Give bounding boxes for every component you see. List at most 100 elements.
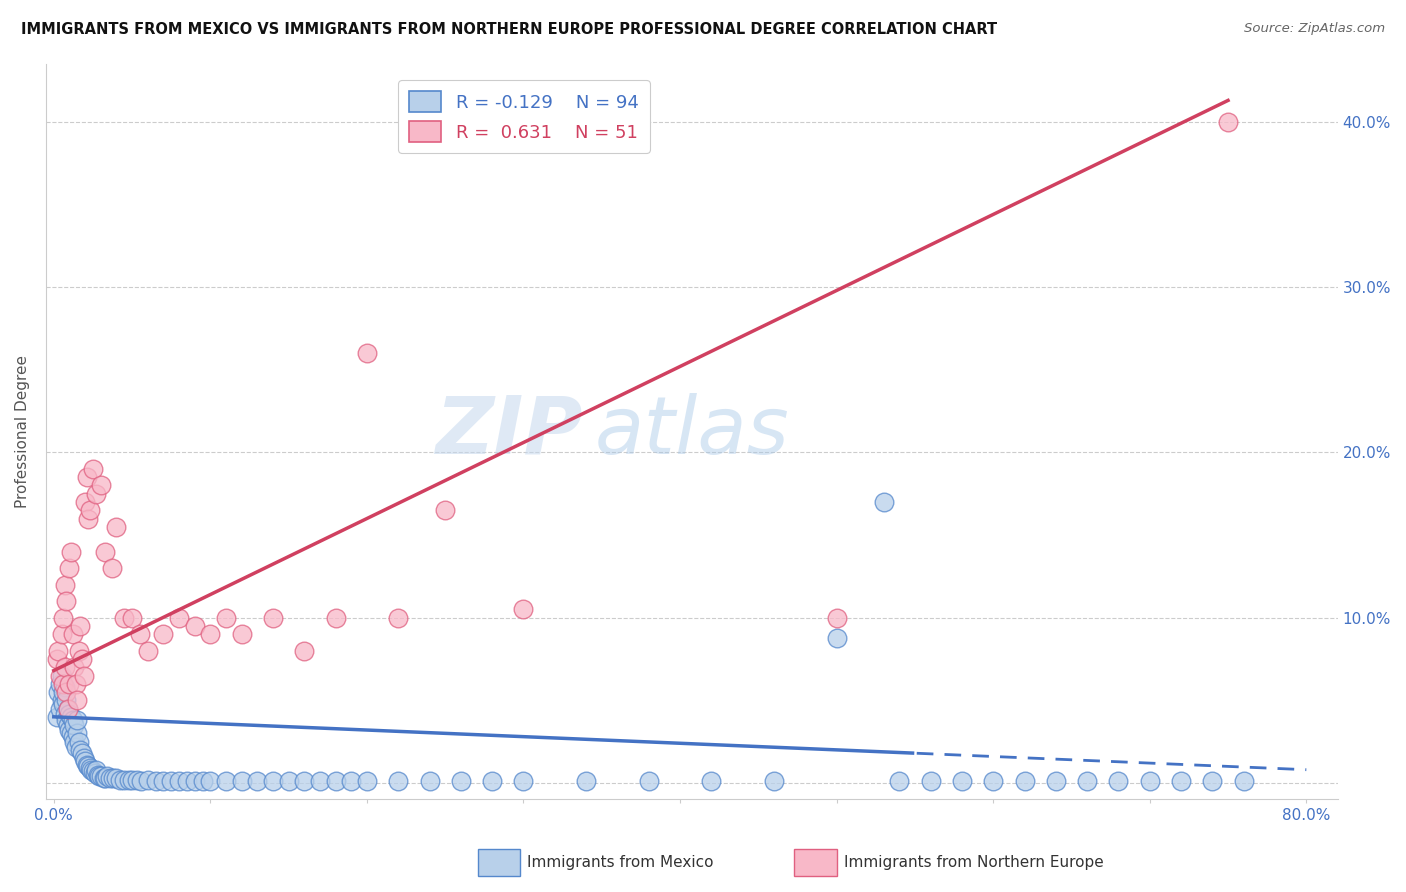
Point: [76, 470, 98, 484]
Point: [129, 627, 152, 641]
Point: [66, 713, 89, 727]
Point: [65, 739, 87, 754]
Point: [575, 774, 598, 789]
Point: [825, 631, 848, 645]
Point: [152, 774, 174, 789]
Point: [1107, 774, 1129, 789]
Point: [200, 627, 222, 641]
Point: [53, 660, 76, 674]
Point: [160, 774, 183, 789]
Point: [62, 713, 84, 727]
Point: [60, 544, 83, 558]
Point: [62, 627, 84, 641]
Point: [131, 774, 153, 789]
Point: [83, 766, 105, 780]
Point: [79, 503, 101, 517]
Point: [920, 774, 942, 789]
Point: [481, 774, 503, 789]
Point: [762, 774, 785, 789]
Point: [62, 730, 84, 744]
Point: [90, 769, 112, 783]
Point: [49, 677, 72, 691]
Point: [176, 774, 198, 789]
Point: [89, 769, 111, 783]
Point: [292, 644, 315, 658]
Point: [1201, 774, 1223, 789]
Point: [65, 677, 87, 691]
Point: [262, 774, 284, 789]
Point: [67, 644, 90, 658]
Y-axis label: Professional Degree: Professional Degree: [15, 355, 30, 508]
Point: [145, 774, 167, 789]
Point: [1076, 774, 1098, 789]
Point: [1170, 774, 1192, 789]
Text: IMMIGRANTS FROM MEXICO VS IMMIGRANTS FROM NORTHERN EUROPE PROFESSIONAL DEGREE CO: IMMIGRANTS FROM MEXICO VS IMMIGRANTS FRO…: [21, 22, 997, 37]
Text: atlas: atlas: [595, 392, 790, 471]
Point: [950, 774, 973, 789]
Point: [100, 561, 122, 575]
Point: [108, 772, 131, 787]
Point: [63, 734, 86, 748]
Point: [75, 495, 97, 509]
Point: [55, 685, 77, 699]
Point: [136, 772, 159, 787]
Point: [183, 774, 205, 789]
Point: [231, 774, 253, 789]
Point: [60, 710, 83, 724]
Point: [637, 774, 659, 789]
Point: [94, 544, 117, 558]
Point: [872, 495, 894, 509]
Point: [55, 713, 77, 727]
Point: [191, 774, 214, 789]
Point: [512, 774, 534, 789]
Point: [70, 652, 93, 666]
Point: [125, 772, 148, 787]
Point: [112, 772, 135, 787]
Point: [93, 771, 115, 785]
Point: [52, 697, 75, 711]
Point: [52, 677, 75, 691]
Point: [215, 774, 238, 789]
Text: Immigrants from Northern Europe: Immigrants from Northern Europe: [844, 855, 1104, 870]
Point: [56, 701, 79, 715]
Point: [66, 726, 89, 740]
Point: [76, 757, 98, 772]
Text: Immigrants from Mexico: Immigrants from Mexico: [527, 855, 714, 870]
Point: [90, 478, 112, 492]
Point: [58, 561, 80, 575]
Point: [86, 767, 108, 781]
Point: [70, 746, 93, 760]
Point: [1216, 115, 1239, 129]
Point: [72, 751, 94, 765]
Point: [52, 610, 75, 624]
Point: [889, 774, 911, 789]
Point: [387, 610, 409, 624]
Point: [72, 668, 94, 682]
Point: [136, 644, 159, 658]
Point: [118, 772, 141, 787]
Point: [262, 610, 284, 624]
Point: [1014, 774, 1036, 789]
Point: [1045, 774, 1067, 789]
Point: [58, 677, 80, 691]
Point: [52, 685, 75, 699]
Point: [84, 487, 107, 501]
Point: [512, 602, 534, 616]
Point: [121, 772, 143, 787]
Point: [121, 610, 143, 624]
Point: [419, 774, 441, 789]
Point: [53, 680, 76, 694]
Point: [340, 774, 363, 789]
Point: [82, 462, 104, 476]
Point: [69, 743, 91, 757]
Point: [75, 755, 97, 769]
Point: [77, 511, 100, 525]
Point: [1139, 774, 1161, 789]
Point: [246, 774, 269, 789]
Point: [67, 734, 90, 748]
Point: [231, 627, 253, 641]
Point: [51, 668, 73, 682]
Legend: R = -0.129    N = 94, R =  0.631    N = 51: R = -0.129 N = 94, R = 0.631 N = 51: [398, 80, 650, 153]
Point: [215, 610, 238, 624]
Point: [167, 774, 190, 789]
